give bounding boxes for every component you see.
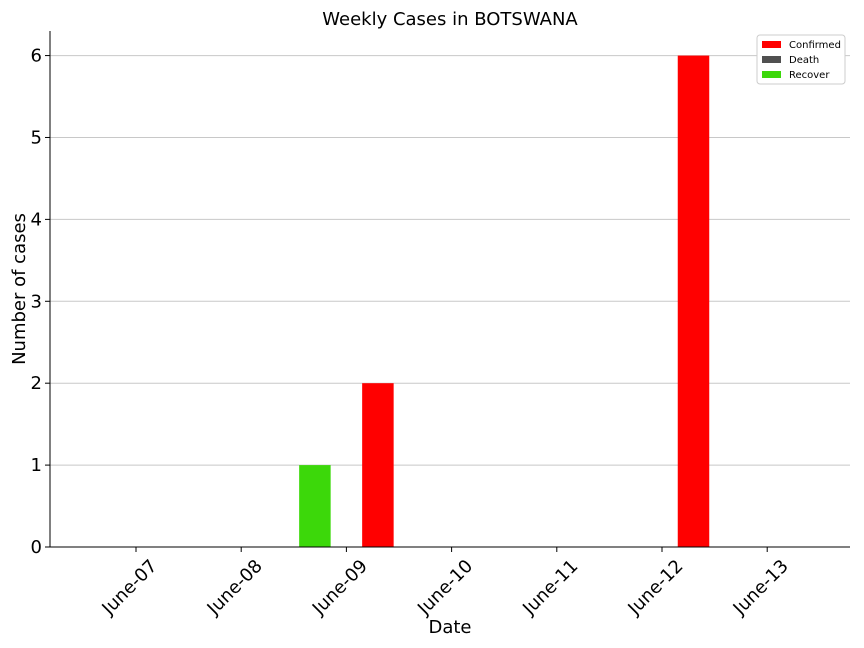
y-tick-label: 1	[31, 455, 42, 476]
grid-lines	[50, 55, 850, 466]
legend: Confirmed Death Recover	[756, 34, 846, 85]
legend-label-confirmed: Confirmed	[789, 40, 841, 51]
y-tick-label: 2	[31, 373, 42, 394]
bar-confirmed-june-09	[362, 383, 394, 547]
chart-title: Weekly Cases in BOTSWANA	[322, 9, 578, 30]
x-axis-label: Date	[428, 617, 471, 638]
y-axis-label: Number of cases	[9, 213, 30, 365]
x-tick-label: June-13	[729, 556, 793, 620]
legend-label-recover: Recover	[789, 70, 830, 81]
bar-confirmed-june-12	[677, 55, 710, 547]
y-tick-label: 3	[31, 291, 42, 312]
legend-swatch-recover	[762, 71, 781, 78]
legend-swatch-death	[762, 56, 781, 63]
y-tick-label: 6	[31, 46, 42, 67]
x-tick-label: June-08	[203, 556, 267, 620]
axes	[45, 31, 850, 552]
x-tick-labels: June-07 June-08 June-09 June-10 June-11 June-…	[97, 556, 792, 620]
y-tick-label: 4	[31, 209, 42, 230]
legend-swatch-confirmed	[762, 41, 781, 48]
y-tick-label: 5	[31, 127, 42, 148]
bar-recover-june-09	[299, 465, 331, 547]
x-tick-label: June-09	[308, 556, 372, 620]
y-tick-labels: 0 1 2 3 4 5 6	[31, 46, 42, 558]
legend-label-death: Death	[789, 55, 819, 66]
y-tick-label: 0	[31, 537, 42, 558]
x-tick-label: June-11	[518, 556, 582, 620]
x-tick-label: June-10	[413, 556, 477, 620]
x-tick-label: June-07	[97, 556, 161, 620]
bars	[299, 55, 710, 547]
x-tick-label: June-12	[623, 556, 687, 620]
